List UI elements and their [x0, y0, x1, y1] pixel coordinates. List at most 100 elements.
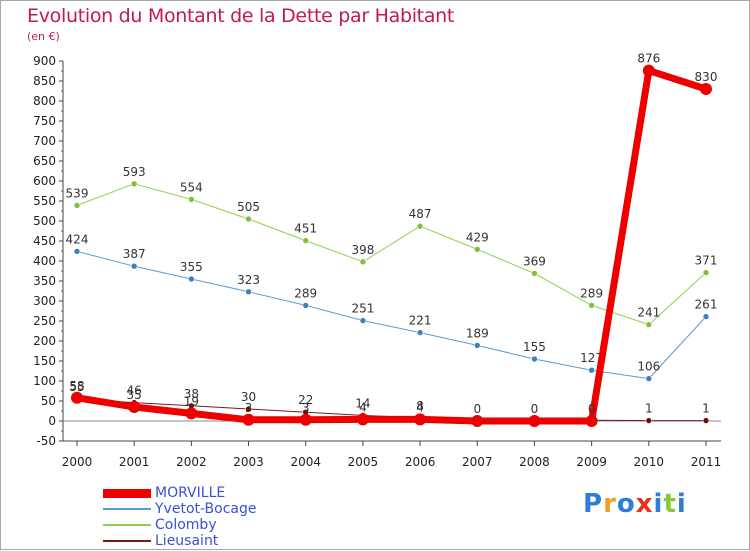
data-point: [471, 415, 484, 427]
data-label: 387: [123, 247, 146, 261]
data-label: 4: [416, 400, 424, 414]
y-tick-label: 750: [33, 114, 56, 128]
y-tick-label: 150: [33, 354, 56, 368]
data-label: 35: [127, 388, 142, 402]
y-tick-label: 200: [33, 334, 56, 348]
logo-letter: i: [653, 489, 664, 519]
data-point: [531, 270, 538, 277]
x-tick-label: 2001: [119, 455, 150, 469]
y-tick-label: 0: [48, 414, 56, 428]
y-tick-label: 700: [33, 134, 56, 148]
y-tick-label: 850: [33, 74, 56, 88]
data-point: [245, 288, 252, 296]
data-label: 3: [302, 401, 310, 415]
legend-swatch: [103, 489, 151, 498]
logo-letter: t: [663, 489, 677, 519]
y-tick-label: 600: [33, 174, 56, 188]
data-label: 221: [409, 314, 432, 328]
x-tick-label: 2010: [634, 455, 665, 469]
data-point: [242, 413, 255, 426]
y-tick-label: 400: [33, 254, 56, 268]
legend-label: Colomby: [155, 517, 217, 533]
data-point: [302, 237, 310, 244]
legend-swatch: [103, 508, 151, 510]
data-point: [473, 246, 481, 253]
data-point: [645, 375, 653, 382]
data-label: 14: [355, 396, 370, 410]
data-label: 261: [695, 298, 718, 312]
legend-label: Yvetot-Bocage: [155, 501, 257, 517]
proxiti-logo: Proxiti: [583, 489, 687, 519]
data-label: 30: [241, 390, 256, 404]
data-label: 371: [695, 254, 718, 268]
data-point: [642, 64, 655, 77]
data-label: 876: [637, 52, 660, 66]
data-label: 241: [637, 306, 660, 320]
data-point: [302, 302, 310, 309]
data-point: [416, 329, 424, 336]
x-tick-label: 2009: [576, 455, 607, 469]
y-tick-label: 300: [33, 294, 56, 308]
data-point: [645, 321, 653, 328]
data-label: 155: [523, 340, 546, 354]
x-tick-label: 2000: [62, 455, 93, 469]
logo-letter: P: [583, 489, 604, 519]
data-label: 19: [184, 394, 199, 408]
data-label: 3: [245, 401, 253, 415]
y-tick-label: -50: [36, 434, 56, 448]
data-point: [585, 415, 598, 427]
series-line: [73, 67, 710, 425]
data-point: [130, 180, 138, 188]
y-tick-label: 50: [41, 394, 56, 408]
x-tick-label: 2003: [233, 455, 264, 469]
data-point: [645, 417, 653, 424]
data-label: 0: [588, 402, 596, 416]
data-label: 429: [466, 230, 489, 244]
data-label: 58: [69, 379, 84, 393]
chart-unit: (en €): [27, 30, 60, 43]
data-label: 451: [294, 222, 317, 236]
data-label: 0: [473, 402, 481, 416]
data-point: [130, 262, 138, 270]
y-tick-label: 800: [33, 94, 56, 108]
data-label: 289: [294, 286, 317, 300]
chart-title: Evolution du Montant de la Dette par Hab…: [27, 5, 455, 27]
data-label: 355: [180, 260, 203, 274]
data-label: 127: [580, 351, 603, 365]
data-label: 398: [351, 243, 374, 257]
y-tick-label: 550: [33, 194, 56, 208]
data-label: 323: [237, 273, 260, 287]
data-point: [588, 366, 595, 374]
data-point: [528, 415, 541, 427]
data-label: 1: [645, 402, 653, 416]
data-label: 830: [695, 70, 718, 84]
data-label: 424: [66, 232, 89, 246]
x-tick-label: 2002: [176, 455, 207, 469]
data-point: [359, 317, 367, 324]
legend-swatch: [103, 524, 151, 526]
data-point: [356, 413, 369, 426]
legend-label: Lieusaint: [155, 533, 219, 549]
data-point: [531, 355, 538, 363]
data-point: [245, 405, 252, 413]
data-point: [185, 407, 198, 420]
logo-letter: x: [635, 489, 654, 519]
data-point: [188, 275, 195, 283]
data-label: 22: [298, 393, 313, 407]
x-tick-label: 2005: [348, 455, 379, 469]
data-point: [702, 269, 710, 276]
data-point: [73, 248, 81, 255]
data-label: 1: [702, 402, 710, 416]
data-point: [188, 196, 195, 203]
data-label: 38: [184, 387, 199, 401]
data-point: [588, 302, 595, 309]
legend-label: MORVILLE: [155, 485, 226, 501]
data-label: 554: [180, 180, 203, 194]
x-tick-label: 2007: [462, 455, 493, 469]
data-point: [71, 391, 83, 404]
data-point: [359, 258, 367, 266]
y-tick-label: 100: [33, 374, 56, 388]
data-label: 0: [531, 402, 539, 416]
data-label: 55: [69, 380, 84, 394]
y-tick-label: 900: [33, 54, 56, 68]
